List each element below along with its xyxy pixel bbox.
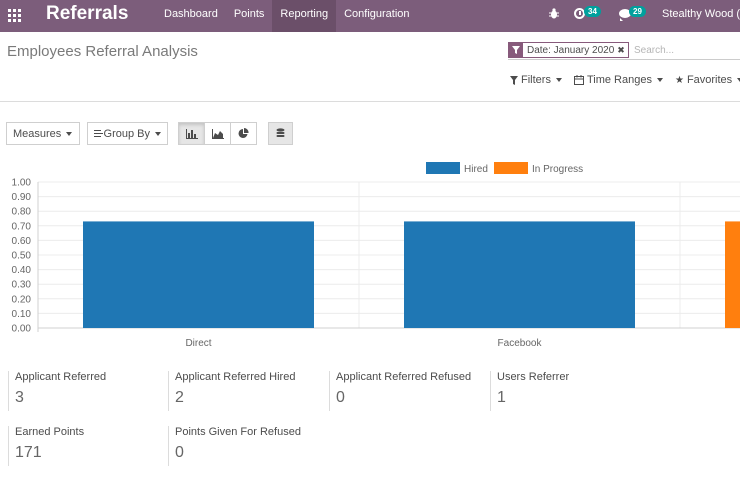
- list-icon: [94, 130, 103, 137]
- legend-swatch: [494, 162, 528, 174]
- y-tick-label: 0.80: [12, 207, 32, 218]
- y-tick-label: 0.40: [12, 265, 32, 276]
- star-icon: ★: [674, 74, 684, 86]
- stacked-button[interactable]: [268, 122, 293, 145]
- chart-type-switcher: [178, 122, 257, 145]
- search-input[interactable]: [634, 43, 738, 57]
- search-options: Filters Time Ranges ★ Favorites: [510, 74, 740, 86]
- measures-button[interactable]: Measures: [6, 122, 80, 145]
- favorites-dropdown[interactable]: ★ Favorites: [675, 74, 740, 86]
- time-ranges-dropdown[interactable]: Time Ranges: [573, 74, 663, 86]
- bar-hired[interactable]: [83, 221, 314, 328]
- kpi-label: Earned Points: [15, 426, 85, 438]
- legend-item[interactable]: In Progress: [494, 162, 583, 175]
- graph-view: 1.00 0.90 0.80 0.70 0.60 0.50 0.40 0.30 0.20 0.10…: [0, 155, 740, 355]
- kpi-label: Users Referrer: [497, 371, 570, 383]
- bug-icon[interactable]: [549, 8, 559, 19]
- kpi-applicant-referred[interactable]: Applicant Referred 3: [8, 371, 106, 411]
- top-navbar: Referrals Dashboard Points Reporting Con…: [0, 0, 740, 32]
- y-tick-label: 0.70: [12, 221, 32, 232]
- kpi-label: Points Given For Refused: [175, 426, 301, 438]
- y-tick-label: 0.30: [12, 280, 32, 291]
- kpi-users-referrer[interactable]: Users Referrer 1: [490, 371, 569, 411]
- pie-chart-icon: [238, 128, 249, 138]
- caret-down-icon: [66, 131, 73, 136]
- user-menu[interactable]: Stealthy Wood (U: [662, 8, 740, 20]
- messages-count-badge: 29: [629, 6, 646, 17]
- menu-dashboard[interactable]: Dashboard: [164, 8, 218, 20]
- bar-in-progress[interactable]: [725, 221, 740, 328]
- y-tick-label: 0.20: [12, 294, 32, 305]
- menu-points[interactable]: Points: [233, 8, 265, 20]
- search-bar: Date: January 2020 ✖: [508, 40, 740, 60]
- page-title: Employees Referral Analysis: [7, 43, 198, 60]
- y-tick-label: 0.10: [12, 309, 32, 320]
- kpi-value: 2: [175, 389, 184, 406]
- group-by-label: Group By: [103, 127, 150, 140]
- legend-label: In Progress: [532, 164, 583, 175]
- legend-item[interactable]: Hired: [426, 162, 488, 175]
- filter-funnel-icon: [509, 43, 523, 57]
- messages-chat-icon[interactable]: [619, 9, 631, 21]
- bar-chart-icon: [185, 128, 198, 139]
- kpi-value: 0: [336, 389, 345, 406]
- kpi-value: 0: [175, 444, 184, 461]
- area-chart-icon: [211, 128, 224, 139]
- y-tick-label: 0.50: [12, 251, 32, 262]
- kpi-value: 171: [15, 444, 42, 461]
- caret-down-icon: [555, 78, 562, 82]
- kpi-value: 1: [497, 389, 506, 406]
- menu-reporting[interactable]: Reporting: [272, 0, 337, 32]
- kpi-label: Applicant Referred: [15, 371, 107, 383]
- kpi-label: Applicant Referred Refused: [336, 371, 472, 383]
- bar-hired[interactable]: [404, 221, 635, 328]
- kpi-points-given-for-refused[interactable]: Points Given For Refused 0: [168, 426, 301, 466]
- y-tick-label: 0.60: [12, 236, 32, 247]
- caret-down-icon: [155, 131, 161, 136]
- caret-down-icon: [737, 78, 740, 82]
- line-chart-button[interactable]: [204, 122, 231, 145]
- y-tick-label: 0.00: [12, 324, 32, 335]
- x-tick-label: Facebook: [498, 338, 543, 349]
- kpi-applicant-referred-hired[interactable]: Applicant Referred Hired 2: [168, 371, 295, 411]
- filter-icon: [510, 75, 518, 85]
- calendar-icon: [573, 75, 584, 85]
- facet-remove-icon[interactable]: ✖: [617, 44, 625, 55]
- x-tick-label: Direct: [185, 338, 211, 349]
- y-tick-label: 0.90: [12, 192, 32, 203]
- bar-chart-button[interactable]: [178, 122, 205, 145]
- search-facet-label: Date: January 2020: [527, 44, 615, 56]
- activities-count-badge: 34: [584, 6, 601, 17]
- database-stack-icon: [276, 128, 285, 137]
- app-brand[interactable]: Referrals: [46, 3, 129, 24]
- legend-swatch: [426, 162, 460, 174]
- kpi-value: 3: [15, 389, 24, 406]
- group-by-button[interactable]: Group By: [87, 122, 168, 145]
- apps-menu-icon[interactable]: [8, 9, 21, 22]
- filters-label: Filters: [521, 74, 551, 86]
- measures-label: Measures: [13, 127, 62, 140]
- main-menu: Dashboard Points Reporting Configuration: [156, 0, 418, 32]
- control-panel-divider: [0, 101, 740, 102]
- legend-label: Hired: [464, 164, 488, 175]
- y-tick-label: 1.00: [12, 178, 32, 189]
- time-ranges-label: Time Ranges: [586, 74, 652, 86]
- caret-down-icon: [656, 78, 663, 82]
- filters-dropdown[interactable]: Filters: [510, 74, 562, 86]
- pie-chart-button[interactable]: [230, 122, 257, 145]
- bar-chart: 1.00 0.90 0.80 0.70 0.60 0.50 0.40 0.30 0.20 0.10…: [12, 162, 740, 349]
- menu-configuration[interactable]: Configuration: [344, 8, 410, 20]
- kpi-earned-points[interactable]: Earned Points 171: [8, 426, 84, 466]
- favorites-label: Favorites: [686, 74, 733, 86]
- search-facet: Date: January 2020 ✖: [508, 42, 629, 58]
- kpi-label: Applicant Referred Hired: [175, 371, 296, 383]
- kpi-applicant-referred-refused[interactable]: Applicant Referred Refused 0: [329, 371, 471, 411]
